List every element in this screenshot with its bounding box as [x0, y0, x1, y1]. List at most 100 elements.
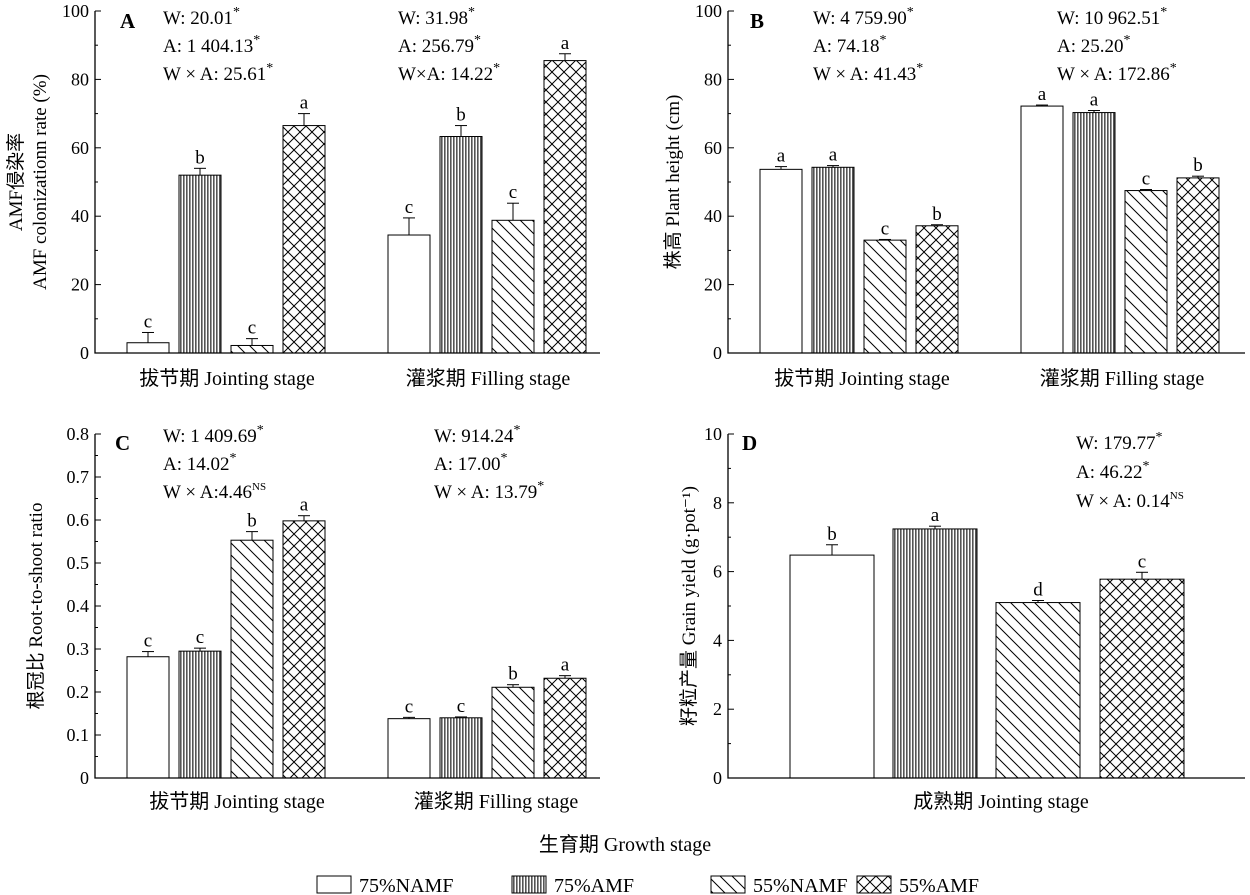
error-bar	[507, 684, 519, 688]
error-bar	[559, 675, 571, 679]
bar	[178, 650, 222, 779]
y-tick-label: 4	[713, 630, 722, 650]
bar	[789, 554, 875, 779]
bar	[126, 656, 170, 779]
stats-line: A: 256.79*	[398, 33, 481, 57]
bar	[282, 520, 326, 779]
error-bar	[879, 238, 891, 241]
y-tick-label: 0	[80, 768, 89, 788]
error-bar	[194, 647, 206, 652]
y-tick-label: 0.2	[67, 682, 90, 702]
y-tick-label: 0.8	[67, 424, 90, 444]
category-label: 拔节期 Jointing stage	[774, 367, 950, 390]
y-axis-label: 根冠比 Root-to-shoot ratio	[25, 503, 47, 710]
legend-swatch	[511, 875, 547, 894]
stats-annotation: W: 914.24* A: 17.00* W × A: 13.79*	[434, 423, 544, 503]
y-tick-label: 0.1	[67, 725, 90, 745]
category-label: 拔节期 Jointing stage	[149, 790, 325, 813]
bar	[178, 174, 222, 354]
significance-letter: b	[827, 524, 837, 545]
legend-item: 55%NAMF	[710, 875, 847, 895]
stats-line: W × A: 13.79*	[434, 479, 544, 503]
stats-line: W × A: 25.61*	[163, 61, 273, 85]
y-tick-label: 20	[704, 275, 722, 295]
stats-line: W: 914.24*	[434, 423, 521, 447]
significance-letter: c	[248, 318, 256, 339]
significance-letter: c	[144, 311, 152, 332]
y-tick-label: 60	[71, 138, 89, 158]
error-bar	[455, 125, 467, 137]
significance-letter: a	[1038, 84, 1047, 105]
bar	[759, 168, 803, 354]
panel-letter: D	[742, 431, 757, 455]
error-bar	[403, 217, 415, 236]
y-tick-label: 10	[704, 424, 722, 444]
stats-line: W×A: 14.22*	[398, 61, 500, 85]
bar	[439, 136, 483, 354]
panel-d: b a d c 0 2 4 6 8 10 成熟期 Jointing stage 籽粒产量 Grain …	[678, 424, 1245, 813]
bar	[543, 60, 587, 354]
bar	[915, 225, 959, 354]
significance-letter: a	[561, 655, 570, 676]
y-tick-label: 0	[80, 343, 89, 363]
bar	[439, 717, 483, 779]
stats-line: W × A: 172.86*	[1057, 61, 1177, 85]
error-bar	[455, 716, 467, 718]
bar	[491, 219, 535, 354]
error-bar	[929, 525, 941, 529]
category-label: 拔节期 Jointing stage	[139, 367, 315, 390]
stats-line: A: 14.02*	[163, 451, 237, 475]
bar	[282, 125, 326, 354]
error-bar	[403, 716, 415, 719]
stats-line: A: 74.18*	[813, 33, 887, 57]
y-tick-label: 100	[62, 1, 89, 21]
significance-letter: c	[405, 197, 413, 218]
bar	[230, 344, 274, 354]
error-bar	[194, 167, 206, 176]
significance-letter: b	[247, 511, 257, 532]
y-axis-label: AMF侵染率	[5, 133, 27, 231]
error-bar	[298, 515, 310, 521]
error-bar	[1088, 110, 1100, 113]
panel-b: a a a a c c b b 0 20 40 60 80 100 拔节期 Jointing stage 灌浆…	[662, 1, 1245, 390]
y-axis-label: 籽粒产量 Grain yield (g·pot⁻¹)	[678, 486, 700, 726]
legend-swatch	[710, 875, 746, 894]
y-tick-label: 0	[713, 768, 722, 788]
category-label: 灌浆期 Filling stage	[1040, 367, 1205, 390]
stats-annotation: W: 20.01* A: 1 404.13* W × A: 25.61*	[163, 5, 273, 85]
bar	[543, 677, 587, 779]
significance-letter: c	[457, 696, 465, 717]
bar	[1020, 105, 1064, 354]
significance-letter: a	[931, 505, 940, 526]
error-bar	[246, 338, 258, 346]
y-tick-label: 60	[704, 138, 722, 158]
stats-line: W: 179.77*	[1076, 430, 1163, 454]
error-bar	[246, 531, 258, 541]
significance-letter: c	[196, 627, 204, 648]
significance-letter: c	[881, 218, 889, 239]
panel-letter: A	[120, 9, 136, 33]
bar	[1176, 177, 1220, 354]
bar	[892, 528, 978, 779]
stats-line: W: 10 962.51*	[1057, 5, 1167, 29]
significance-letter: b	[1193, 155, 1203, 176]
bar	[811, 166, 855, 354]
bar	[387, 718, 431, 779]
x-axis-title: 生育期 Growth stage	[539, 833, 711, 856]
y-tick-label: 6	[713, 562, 722, 582]
error-bar	[1140, 189, 1152, 191]
stats-line: W: 1 409.69*	[163, 423, 264, 447]
stats-annotation: W: 31.98* A: 256.79* W×A: 14.22*	[398, 5, 500, 85]
panel-letter: B	[750, 9, 764, 33]
bar	[863, 239, 907, 354]
error-bar	[1036, 104, 1048, 107]
y-tick-label: 8	[713, 493, 722, 513]
significance-letter: c	[1142, 169, 1150, 190]
legend-swatch	[856, 875, 892, 894]
stats-line: A: 1 404.13*	[163, 33, 260, 57]
significance-letter: a	[1090, 90, 1099, 111]
significance-letter: d	[1033, 579, 1043, 600]
significance-letter: b	[456, 105, 466, 126]
legend-item: 75%NAMF	[316, 875, 453, 895]
category-label: 成熟期 Jointing stage	[913, 790, 1089, 813]
